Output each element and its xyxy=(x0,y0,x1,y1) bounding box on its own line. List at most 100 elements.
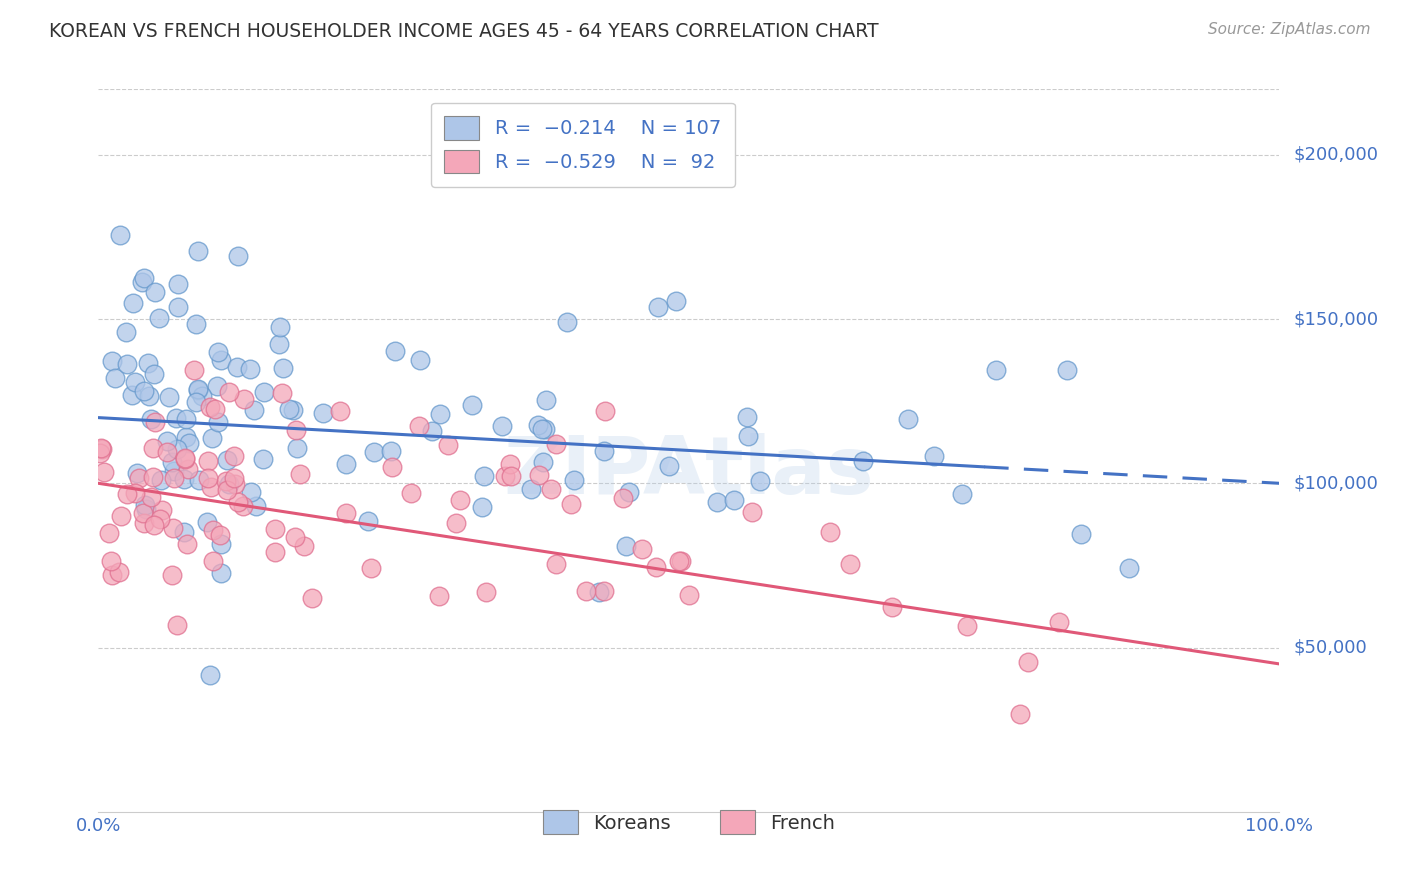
Point xyxy=(101,354,124,368)
Point xyxy=(471,500,494,514)
Point xyxy=(100,554,122,568)
Point xyxy=(176,537,198,551)
Point xyxy=(173,450,195,465)
Point xyxy=(89,446,111,460)
Point xyxy=(669,554,692,568)
Point xyxy=(1118,561,1140,575)
Point xyxy=(90,441,112,455)
Point xyxy=(818,525,841,540)
Point xyxy=(1008,707,1031,722)
Point xyxy=(245,499,267,513)
Point xyxy=(224,449,246,463)
Point xyxy=(950,487,973,501)
Point xyxy=(142,441,165,455)
Point xyxy=(444,516,467,531)
Point xyxy=(956,619,979,633)
Point xyxy=(157,391,180,405)
Point xyxy=(1056,363,1078,377)
Text: $200,000: $200,000 xyxy=(1294,146,1379,164)
Point xyxy=(498,458,520,472)
Point xyxy=(93,465,115,479)
Point xyxy=(491,419,513,434)
Point xyxy=(226,249,249,263)
Point xyxy=(540,482,562,496)
Point xyxy=(534,422,557,436)
Point xyxy=(380,444,402,458)
Point xyxy=(461,398,484,412)
Point xyxy=(384,344,406,359)
Point xyxy=(183,363,205,377)
Point xyxy=(253,384,276,399)
Point xyxy=(166,411,188,425)
Point xyxy=(166,618,188,632)
Point xyxy=(125,466,148,480)
Text: $100,000: $100,000 xyxy=(1294,475,1378,492)
Point xyxy=(160,455,183,469)
Point xyxy=(98,526,121,541)
Point xyxy=(233,392,256,407)
Point xyxy=(108,228,131,243)
Point xyxy=(614,539,637,553)
Text: KOREAN VS FRENCH HOUSEHOLDER INCOME AGES 45 - 64 YEARS CORRELATION CHART: KOREAN VS FRENCH HOUSEHOLDER INCOME AGES… xyxy=(49,22,879,41)
Point xyxy=(101,568,124,582)
Point xyxy=(531,455,554,469)
Point xyxy=(546,557,568,571)
Point xyxy=(668,554,690,568)
Point xyxy=(225,360,247,375)
Point xyxy=(167,277,190,292)
Point xyxy=(156,434,179,449)
Point xyxy=(335,506,357,520)
Point xyxy=(131,275,153,289)
Point xyxy=(501,468,523,483)
Point xyxy=(132,384,155,399)
Point xyxy=(429,407,451,421)
Point xyxy=(143,285,166,299)
Point xyxy=(191,389,214,403)
Point xyxy=(177,462,200,476)
Point xyxy=(124,375,146,389)
Point xyxy=(475,585,498,599)
Point xyxy=(142,367,165,381)
Point xyxy=(399,486,422,500)
Point xyxy=(166,300,188,314)
Point xyxy=(288,467,311,481)
Point xyxy=(132,271,155,285)
Point xyxy=(162,471,184,485)
Point xyxy=(204,401,226,416)
Point xyxy=(240,485,263,500)
Point xyxy=(128,471,150,485)
Point xyxy=(737,428,759,442)
Point xyxy=(114,325,136,339)
Point xyxy=(723,492,745,507)
Point xyxy=(208,527,231,541)
Point xyxy=(215,483,238,497)
Point xyxy=(132,506,155,520)
Point xyxy=(187,473,209,487)
Point xyxy=(292,539,315,553)
Point xyxy=(409,353,432,368)
Point xyxy=(531,422,554,436)
Point xyxy=(209,353,232,368)
Point xyxy=(897,412,920,426)
Point xyxy=(141,412,163,426)
Point xyxy=(136,356,159,370)
Point xyxy=(173,472,195,486)
Point xyxy=(852,454,875,468)
Point xyxy=(218,476,240,491)
Point xyxy=(202,523,225,537)
Point xyxy=(104,371,127,385)
Point xyxy=(678,588,700,602)
Point xyxy=(645,560,668,574)
Point xyxy=(148,311,170,326)
Point xyxy=(174,412,197,426)
Point xyxy=(209,537,232,551)
Point xyxy=(472,469,495,483)
Point xyxy=(156,445,179,459)
Point xyxy=(173,525,195,540)
Point xyxy=(135,502,157,516)
Point xyxy=(526,418,548,433)
Point xyxy=(357,514,380,528)
Legend: Koreans, French: Koreans, French xyxy=(536,803,842,842)
Point xyxy=(271,361,294,376)
Point xyxy=(593,404,616,418)
